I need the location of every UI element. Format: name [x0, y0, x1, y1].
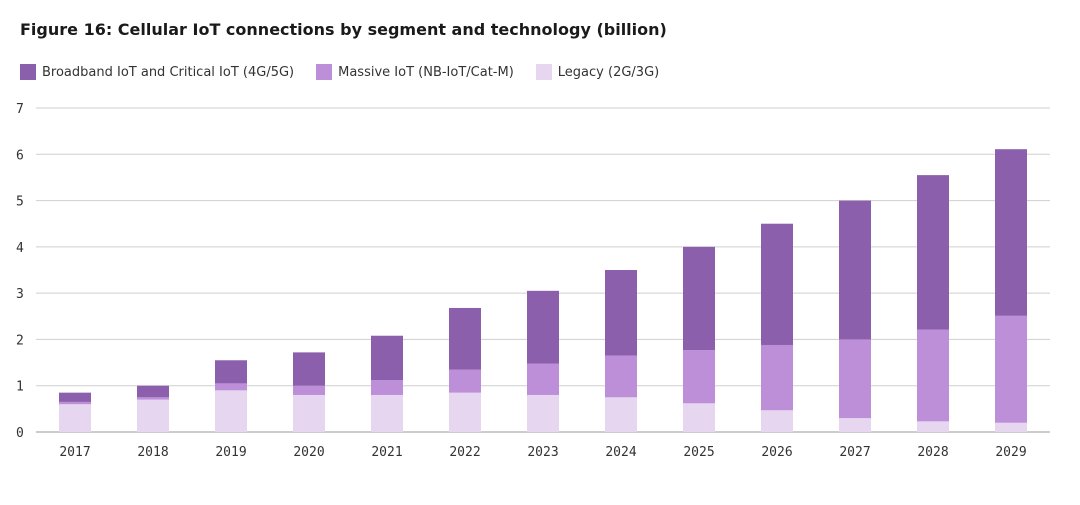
- y-tick-label-4: 4: [16, 241, 24, 256]
- bar-segment-2023-s0: [527, 394, 559, 432]
- x-tick-label-2026: 2026: [761, 445, 792, 460]
- y-tick-label-3: 3: [16, 287, 24, 302]
- bar-segment-2024-s2: [605, 270, 637, 356]
- x-tick-label-2027: 2027: [839, 445, 870, 460]
- bar-segment-2028-s1: [917, 329, 949, 422]
- bar-segment-2017-s2: [59, 392, 91, 402]
- x-tick-label-2028: 2028: [917, 445, 948, 460]
- y-tick-label-7: 7: [16, 102, 24, 117]
- bar-segment-2018-s0: [137, 399, 169, 432]
- bar-segment-2019-s1: [215, 383, 247, 391]
- bar-segment-2026-s1: [761, 344, 793, 411]
- bar-segment-2020-s0: [293, 394, 325, 432]
- x-tick-label-2021: 2021: [371, 445, 402, 460]
- bar-segment-2029-s1: [995, 315, 1027, 423]
- x-tick-label-2022: 2022: [449, 445, 480, 460]
- x-tick-label-2023: 2023: [527, 445, 558, 460]
- bar-segment-2021-s0: [371, 394, 403, 432]
- x-tick-label-2024: 2024: [605, 445, 636, 460]
- bar-segment-2019-s0: [215, 390, 247, 432]
- y-tick-label-5: 5: [16, 195, 24, 210]
- bar-segment-2028-s0: [917, 421, 949, 432]
- legend-item-massive: Massive IoT (NB-IoT/Cat-M): [316, 64, 514, 80]
- x-tick-label-2029: 2029: [995, 445, 1026, 460]
- bar-segment-2018-s2: [137, 385, 169, 398]
- bar-segment-2021-s2: [371, 335, 403, 381]
- bar-segment-2027-s1: [839, 339, 871, 419]
- legend-swatch-legacy: [535, 64, 552, 80]
- x-tick-label-2025: 2025: [683, 445, 714, 460]
- bar-segment-2025-s0: [683, 403, 715, 432]
- bar-segment-2027-s2: [839, 200, 871, 340]
- legend-label-massive: Massive IoT (NB-IoT/Cat-M): [338, 64, 514, 80]
- bar-segment-2022-s1: [449, 369, 481, 393]
- bar-segment-2024-s0: [605, 397, 637, 432]
- chart-legend: Broadband IoT and Critical IoT (4G/5G) M…: [20, 64, 681, 80]
- bar-segment-2028-s2: [917, 175, 949, 330]
- x-tick-label-2019: 2019: [215, 445, 246, 460]
- legend-item-legacy: Legacy (2G/3G): [535, 64, 660, 80]
- bar-segment-2020-s1: [293, 385, 325, 395]
- y-tick-label-2: 2: [16, 333, 24, 348]
- legend-item-broadband: Broadband IoT and Critical IoT (4G/5G): [20, 64, 294, 80]
- bar-segment-2026-s2: [761, 223, 793, 345]
- bar-segment-2026-s0: [761, 410, 793, 432]
- chart-title: Figure 16: Cellular IoT connections by s…: [20, 20, 667, 39]
- x-tick-label-2018: 2018: [137, 445, 168, 460]
- legend-swatch-massive: [316, 64, 333, 80]
- legend-label-legacy: Legacy (2G/3G): [557, 64, 660, 80]
- x-tick-label-2017: 2017: [59, 445, 90, 460]
- bar-segment-2022-s0: [449, 392, 481, 432]
- x-tick-label-2020: 2020: [293, 445, 324, 460]
- bar-segment-2024-s1: [605, 355, 637, 398]
- bar-segment-2029-s2: [995, 149, 1027, 316]
- bar-segment-2029-s0: [995, 422, 1027, 432]
- y-tick-label-6: 6: [16, 148, 24, 163]
- legend-swatch-broadband: [20, 64, 36, 80]
- bar-segment-2018-s1: [137, 397, 169, 400]
- bar-segment-2021-s1: [371, 380, 403, 395]
- bar-segment-2019-s2: [215, 360, 247, 384]
- bar-segment-2025-s1: [683, 350, 715, 404]
- bar-segment-2025-s2: [683, 246, 715, 351]
- y-tick-label-0: 0: [16, 426, 24, 441]
- bar-segment-2020-s2: [293, 352, 325, 386]
- legend-label-broadband: Broadband IoT and Critical IoT (4G/5G): [42, 64, 295, 80]
- bar-segment-2017-s0: [59, 404, 91, 432]
- bar-segment-2023-s1: [527, 363, 559, 395]
- bar-segment-2022-s2: [449, 307, 481, 370]
- bar-segment-2017-s1: [59, 401, 91, 405]
- bar-segment-2023-s2: [527, 290, 559, 364]
- y-tick-label-1: 1: [16, 380, 24, 395]
- bar-segment-2027-s0: [839, 418, 871, 432]
